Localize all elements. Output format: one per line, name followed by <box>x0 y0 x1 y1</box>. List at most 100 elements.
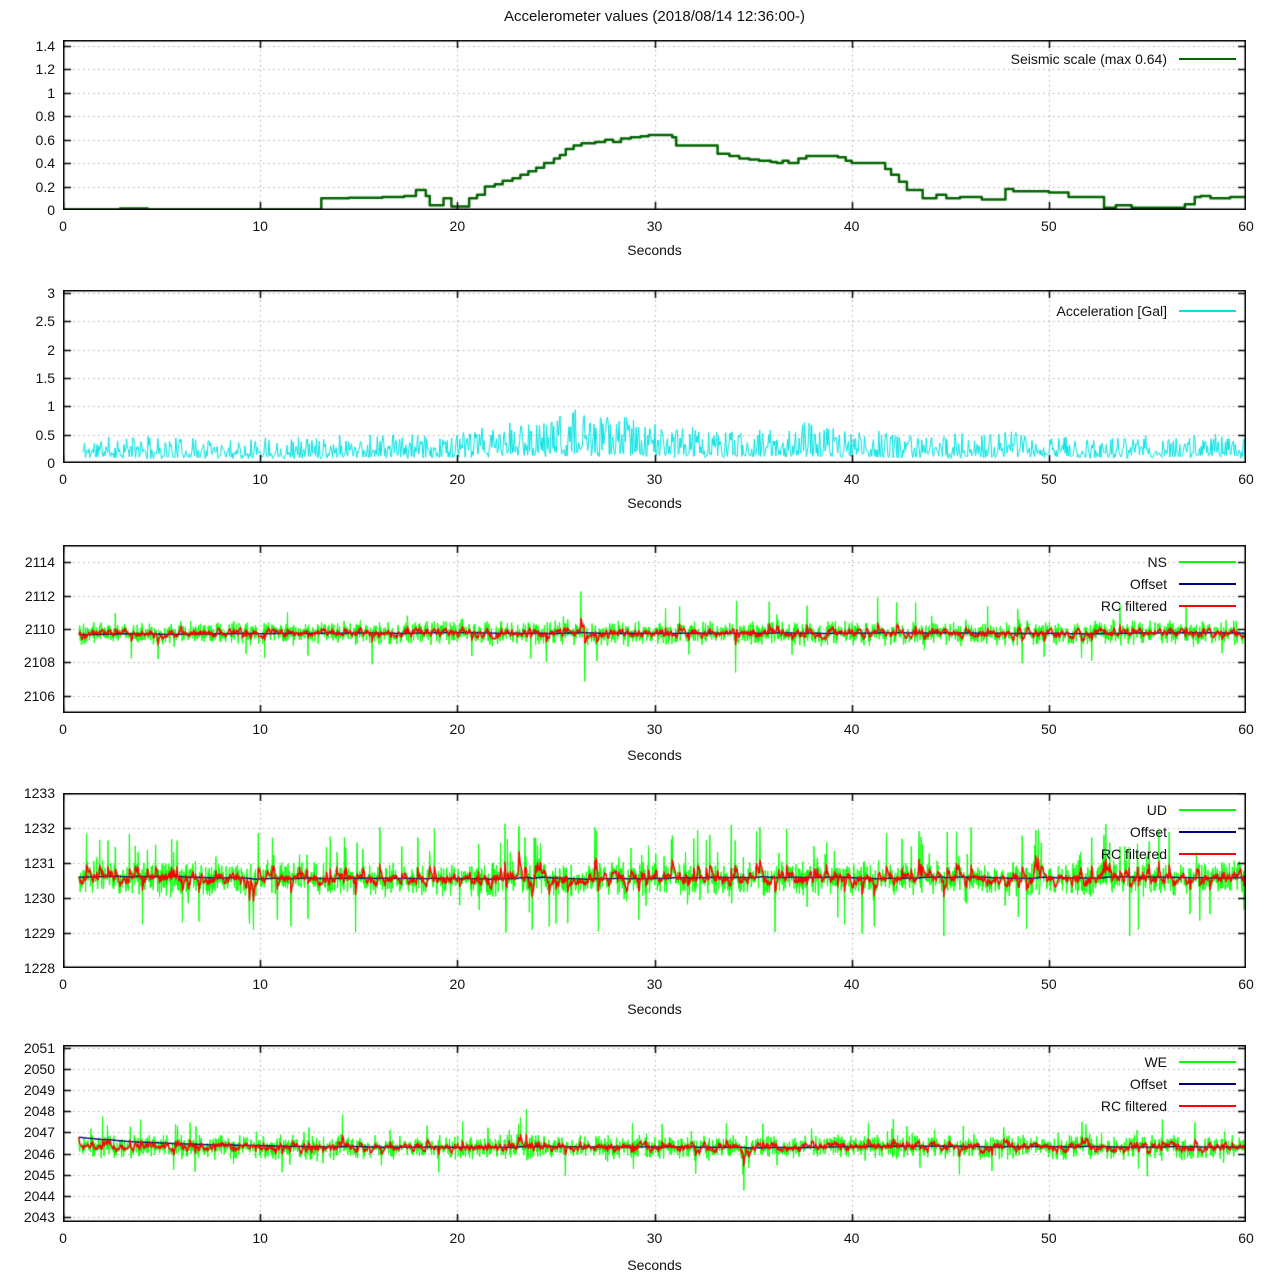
y-tick-label: 2114 <box>24 554 55 571</box>
x-tick-label: 20 <box>449 721 466 737</box>
we-plot-area: WE Offset RC filtered <box>63 1045 1246 1222</box>
panel-seismic-scale: Seismic scale (max 0.64) Seconds 0 0.2 0.4… <box>0 37 1280 265</box>
seismic-plot-area: Seismic scale (max 0.64) <box>63 40 1246 210</box>
legend-line-sample <box>1179 561 1236 563</box>
x-tick-label: 0 <box>59 976 67 992</box>
ns-x-axis-label: Seconds <box>627 747 682 763</box>
seismic-legend: Seismic scale (max 0.64) <box>1011 48 1238 70</box>
y-tick-label: 2 <box>47 341 55 358</box>
y-tick-label: 1 <box>47 398 55 415</box>
x-tick-label: 20 <box>449 976 466 992</box>
legend-label: WE <box>1144 1054 1167 1070</box>
x-tick-label: 30 <box>646 471 663 487</box>
x-tick-label: 40 <box>843 471 860 487</box>
we-x-axis-label: Seconds <box>627 1257 682 1273</box>
y-tick-label: 0.4 <box>35 155 55 172</box>
x-tick-label: 0 <box>59 721 67 737</box>
y-tick-label: 2043 <box>23 1208 55 1225</box>
panel-ns: NS Offset RC filtered Seconds 2106 2108 2110… <box>0 545 1280 770</box>
legend-label: Offset <box>1129 576 1167 592</box>
legend-line-sample <box>1179 1061 1236 1063</box>
we-plot-canvas <box>63 1045 1246 1222</box>
x-tick-label: 40 <box>843 218 860 234</box>
legend-item-rc-filtered: RC filtered <box>1101 843 1238 865</box>
y-tick-label: 2044 <box>23 1187 55 1204</box>
x-tick-label: 60 <box>1238 471 1254 487</box>
x-tick-label: 30 <box>646 1230 663 1246</box>
y-tick-label: 0 <box>47 455 55 471</box>
seismic-x-axis-label: Seconds <box>627 242 682 258</box>
x-tick-label: 60 <box>1238 721 1254 737</box>
legend-label: NS <box>1147 554 1167 570</box>
chart-title: Accelerometer values (2018/08/14 12:36:0… <box>503 8 805 25</box>
legend-line-sample <box>1179 605 1236 607</box>
legend-item-ud: UD <box>1147 799 1238 821</box>
legend-item-offset: Offset <box>1130 821 1238 843</box>
ns-plot-canvas <box>63 545 1246 713</box>
acceleration-x-axis-label: Seconds <box>627 495 682 511</box>
legend-label: Acceleration [Gal] <box>1056 303 1168 319</box>
legend-item-offset: Offset <box>1130 573 1238 595</box>
y-tick-label: 1230 <box>23 890 55 906</box>
acceleration-plot-canvas <box>63 290 1246 463</box>
y-tick-label: 0.5 <box>35 426 55 443</box>
y-tick-label: 2049 <box>23 1082 55 1099</box>
legend-label: Seismic scale (max 0.64) <box>1010 51 1167 67</box>
x-tick-label: 60 <box>1238 1230 1254 1246</box>
y-tick-label: 1233 <box>23 785 55 801</box>
y-tick-label: 1228 <box>23 960 55 976</box>
y-tick-label: 1.2 <box>35 61 55 78</box>
ud-plot-canvas <box>63 793 1246 968</box>
x-tick-label: 10 <box>252 471 268 487</box>
legend-line-sample <box>1179 831 1236 833</box>
legend-label: Offset <box>1129 1076 1167 1092</box>
x-tick-label: 30 <box>646 218 663 234</box>
y-tick-label: 2048 <box>23 1103 55 1120</box>
x-tick-label: 50 <box>1041 471 1057 487</box>
legend-line-sample <box>1179 809 1236 811</box>
ns-plot-area: NS Offset RC filtered <box>63 545 1246 713</box>
ns-legend: NS Offset RC filtered <box>1101 551 1238 617</box>
x-tick-label: 0 <box>59 471 67 487</box>
legend-item-rc-filtered: RC filtered <box>1101 1095 1238 1117</box>
y-tick-label: 1 <box>47 84 55 101</box>
acceleration-plot-area: Acceleration [Gal] <box>63 290 1246 463</box>
panel-ud: UD Offset RC filtered Seconds 1228 1229 1230… <box>0 785 1280 1023</box>
y-tick-label: 2112 <box>24 587 55 604</box>
legend-line-sample <box>1179 1105 1236 1107</box>
y-tick-label: 2.5 <box>35 313 55 330</box>
we-legend: WE Offset RC filtered <box>1101 1051 1238 1117</box>
y-tick-label: 2051 <box>23 1040 55 1057</box>
y-tick-label: 1229 <box>23 925 55 941</box>
legend-label: Offset <box>1129 824 1167 840</box>
x-tick-label: 20 <box>449 218 466 234</box>
y-tick-label: 1232 <box>23 820 55 836</box>
x-tick-label: 20 <box>449 471 466 487</box>
legend-label: UD <box>1146 802 1167 818</box>
y-tick-label: 2110 <box>24 621 55 637</box>
x-tick-label: 30 <box>646 721 663 737</box>
y-tick-label: 0.6 <box>35 131 55 148</box>
y-tick-label: 1.4 <box>35 37 55 54</box>
legend-item-seismic-scale-max-0-64: Seismic scale (max 0.64) <box>1011 48 1238 70</box>
x-tick-label: 50 <box>1041 721 1057 737</box>
legend-label: RC filtered <box>1100 1098 1167 1114</box>
x-tick-label: 40 <box>843 976 860 992</box>
y-tick-label: 1231 <box>23 855 55 871</box>
legend-line-sample <box>1179 583 1236 585</box>
legend-item-rc-filtered: RC filtered <box>1101 595 1238 617</box>
x-tick-label: 10 <box>252 976 268 992</box>
legend-label: RC filtered <box>1100 598 1167 614</box>
x-tick-label: 60 <box>1238 976 1254 992</box>
y-tick-label: 0 <box>47 202 55 218</box>
y-tick-label: 2050 <box>23 1061 55 1078</box>
x-tick-label: 60 <box>1238 218 1254 234</box>
legend-item-offset: Offset <box>1130 1073 1238 1095</box>
legend-line-sample <box>1179 853 1236 855</box>
y-tick-label: 3 <box>47 284 55 301</box>
ud-legend: UD Offset RC filtered <box>1101 799 1238 865</box>
y-tick-label: 1.5 <box>35 369 55 386</box>
legend-item-acceleration-gal: Acceleration [Gal] <box>1057 300 1239 322</box>
legend-item-ns: NS <box>1148 551 1238 573</box>
